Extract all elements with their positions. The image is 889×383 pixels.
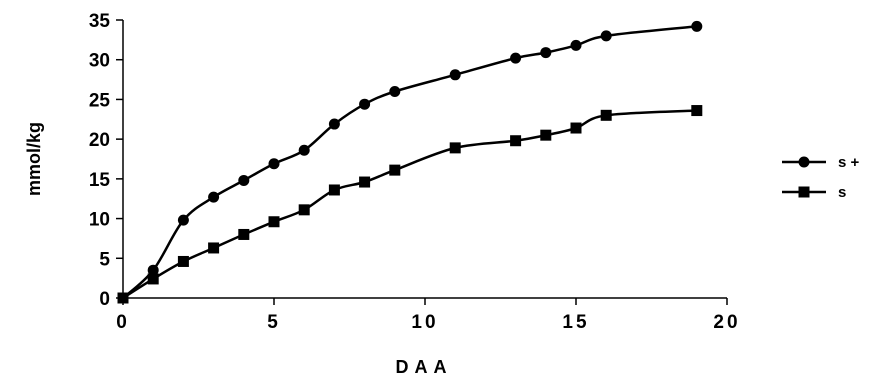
legend-marker [798, 156, 810, 168]
legend-item: s [782, 184, 846, 201]
data-point [600, 30, 612, 42]
data-point [359, 176, 371, 188]
data-point [389, 164, 401, 176]
data-point [238, 228, 250, 240]
x-ticks: 0 5 10 15 20 [116, 298, 740, 333]
y-tick-label: 20 [89, 130, 110, 151]
series-group [117, 20, 703, 304]
series-s-plus [117, 20, 703, 304]
y-tick-label: 25 [89, 90, 111, 111]
data-point [510, 135, 522, 147]
x-axis-title: DAA [396, 357, 453, 377]
data-point [691, 20, 703, 32]
data-point [298, 144, 310, 156]
series-line [122, 25, 697, 299]
y-tick-label: 30 [89, 51, 110, 72]
x-tick-label: 10 [411, 312, 438, 333]
legend-item: s + [782, 154, 860, 171]
x-tick-label: 20 [713, 312, 740, 333]
series-s [117, 105, 703, 304]
legend-label: s [838, 184, 846, 201]
data-point [238, 174, 250, 186]
data-point [691, 105, 703, 117]
data-point [570, 122, 582, 134]
y-tick-label: 5 [99, 249, 110, 270]
data-point [147, 264, 159, 276]
data-point [570, 39, 582, 51]
y-axis-title: mmol/kg [24, 122, 44, 196]
y-tick-label: 10 [89, 210, 110, 231]
legend-label: s + [838, 154, 860, 171]
data-point [117, 292, 129, 304]
data-point [147, 273, 159, 285]
legend-marker [798, 186, 810, 198]
data-point [328, 184, 340, 196]
data-point [540, 129, 552, 141]
data-point [177, 214, 189, 226]
data-point [298, 204, 310, 216]
data-point [389, 85, 401, 97]
y-tick-label: 35 [89, 11, 111, 32]
y-tick-label: 0 [99, 289, 110, 310]
data-point [449, 142, 461, 154]
data-point [328, 118, 340, 130]
y-ticks: 0 5 10 15 20 25 30 35 [89, 11, 123, 310]
data-point [359, 98, 371, 110]
data-point [510, 52, 522, 64]
series-line [122, 109, 697, 300]
data-point [268, 158, 280, 170]
data-point [540, 47, 552, 59]
data-point [449, 69, 461, 81]
x-tick-label: 5 [267, 312, 281, 333]
data-point [268, 216, 280, 228]
legend: s + s [782, 154, 860, 201]
data-point [208, 242, 220, 254]
data-point [177, 255, 189, 267]
data-point [208, 191, 220, 203]
y-tick-label: 15 [89, 170, 111, 191]
data-point [600, 109, 612, 121]
x-tick-label: 0 [116, 312, 130, 333]
x-tick-label: 15 [562, 312, 589, 333]
